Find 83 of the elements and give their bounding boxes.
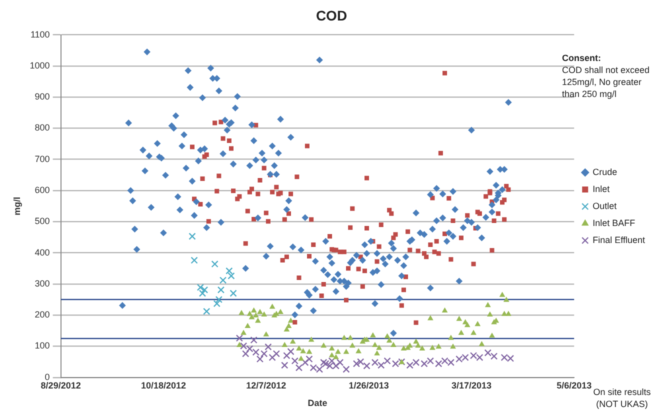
point [268, 354, 276, 362]
y-tick-label: 0 [44, 372, 50, 382]
annotation: COD shall not exceed 125mg/l, No greater than 250 mg/l [562, 64, 651, 100]
point [272, 350, 280, 358]
point [295, 364, 303, 372]
point [215, 296, 222, 304]
point [219, 276, 227, 284]
point [283, 352, 290, 360]
point [236, 334, 244, 342]
point [470, 352, 478, 360]
point [412, 358, 420, 366]
legend-label: Crude [592, 166, 618, 177]
point [363, 362, 370, 370]
point [336, 358, 344, 366]
point [264, 343, 272, 350]
point [426, 357, 434, 364]
point [200, 286, 208, 294]
x-tick-label: 12/7/2012 [246, 380, 286, 390]
point [190, 256, 198, 264]
point [371, 358, 379, 366]
point [352, 360, 360, 368]
x-tick-label: 10/18/2012 [140, 380, 186, 390]
legend-label: Final Effluent [592, 234, 646, 245]
y-axis-title: mg/l [12, 196, 22, 216]
point [441, 357, 448, 364]
y-tick-label: 700 [34, 154, 50, 164]
point [316, 366, 324, 373]
y-tick-label: 1000 [30, 60, 50, 70]
text: On site results (NOT UKAS) [592, 386, 652, 410]
point [500, 354, 508, 362]
x-axis-title: Date [308, 398, 328, 408]
point [256, 355, 264, 363]
legend-label: Inlet BAFF [592, 218, 636, 228]
point [357, 358, 364, 366]
point [310, 364, 317, 372]
annotation: Consent: [562, 52, 602, 64]
point [420, 360, 428, 368]
point [302, 358, 309, 366]
legend-label: Outlet [592, 200, 618, 211]
point [476, 354, 484, 362]
y-tick-label: 500 [34, 216, 50, 226]
point [392, 360, 400, 368]
point [287, 348, 294, 356]
point [246, 345, 254, 352]
legend-label: Inlet [592, 184, 610, 194]
y-tick-label: 600 [34, 185, 50, 196]
point [322, 360, 330, 368]
y-tick-label: 900 [34, 92, 50, 102]
point [306, 355, 313, 363]
y-tick-label: 1100 [30, 29, 50, 40]
point [378, 362, 385, 369]
point [211, 260, 218, 268]
point [490, 352, 498, 360]
y-tick-label: 300 [34, 278, 50, 288]
point [342, 366, 350, 373]
point [435, 360, 442, 368]
y-tick-label: 800 [34, 122, 50, 133]
point [260, 350, 268, 358]
x-tick-label: 8/29/2012 [40, 380, 81, 390]
chart-title: COD [316, 7, 348, 24]
point [250, 336, 258, 344]
point [484, 349, 492, 356]
point [462, 354, 469, 362]
y-tick-label: 100 [34, 340, 50, 351]
point [320, 358, 328, 366]
point [406, 362, 414, 369]
point [217, 286, 225, 294]
point [281, 362, 288, 369]
point [291, 357, 298, 364]
point [203, 308, 210, 315]
y-tick-label: 200 [34, 310, 50, 320]
x-tick-label: 3/17/2013 [451, 380, 492, 390]
point [332, 362, 340, 370]
x-tick-label: 1/26/2013 [348, 380, 389, 390]
point [188, 232, 196, 240]
y-tick-label: 400 [34, 247, 50, 258]
point [384, 357, 391, 364]
point [230, 290, 237, 297]
point [506, 354, 514, 362]
point [456, 355, 463, 363]
point [252, 348, 260, 356]
x-tick-label: 5/6/2013 [556, 380, 592, 390]
point [447, 358, 455, 366]
